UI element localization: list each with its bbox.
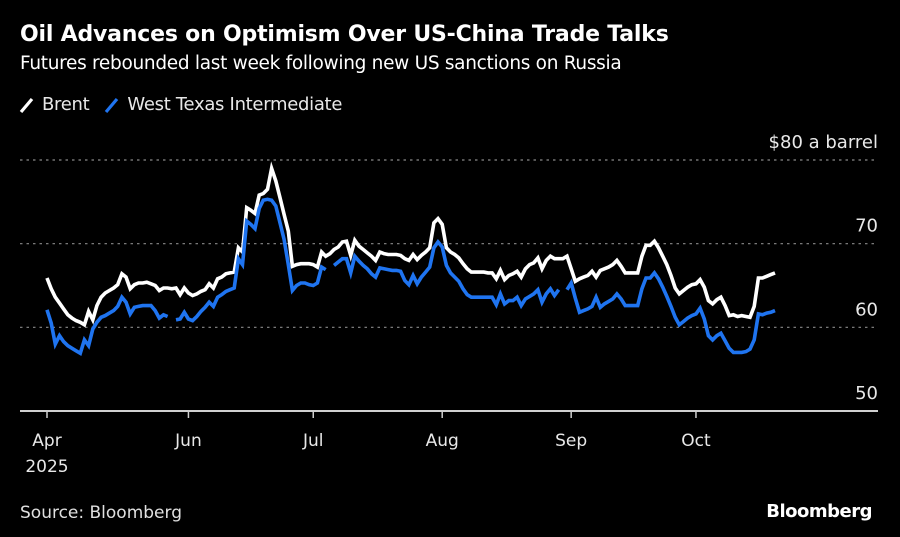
legend-label-wti: West Texas Intermediate [127,94,343,115]
bloomberg-logo: Bloomberg [766,501,872,522]
legend-item-brent: Brent [18,94,90,115]
chart-title: Oil Advances on Optimism Over US-China T… [20,22,669,47]
legend-item-wti: West Texas Intermediate [103,94,342,115]
legend-swatch-brent-icon [19,97,34,113]
y-tick-label-80: $80 a barrel [769,132,878,153]
x-tick-sublabel-year: 2025 [25,457,68,477]
series-line-brent [45,161,776,328]
x-tick-label-jun: Jun [174,431,202,451]
series-line-wti [45,197,776,357]
legend-label-brent: Brent [42,94,90,115]
chart-subtitle: Futures rebounded last week following ne… [20,53,622,74]
y-tick-label-50: 50 [855,383,878,404]
x-tick-label-oct: Oct [681,431,711,451]
x-tick-label-sep: Sep [555,431,587,451]
legend-swatch-wti-icon [105,97,119,113]
y-tick-label-70: 70 [855,216,878,237]
x-tick-label-jul: Jul [302,431,324,451]
x-tick-label-aug: Aug [426,431,459,451]
x-tick-label-apr: Apr [32,431,61,451]
source-note: Source: Bloomberg [20,503,182,523]
y-tick-label-60: 60 [855,299,878,320]
legend: Brent West Texas Intermediate [18,94,356,115]
